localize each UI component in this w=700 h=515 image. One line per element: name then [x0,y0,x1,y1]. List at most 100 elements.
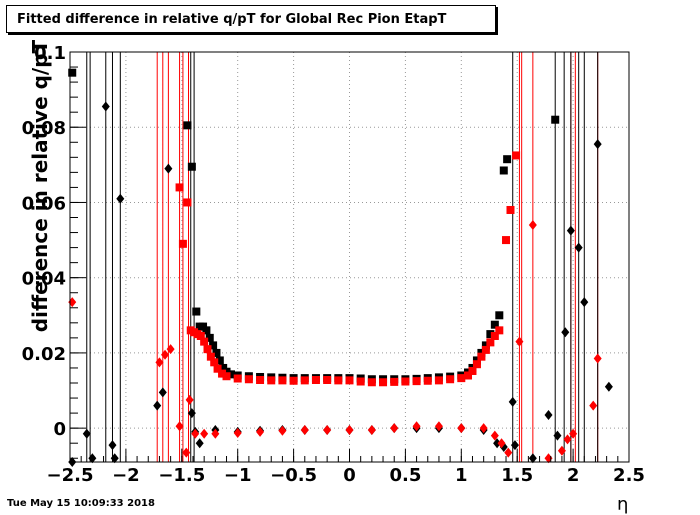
x-tick-label: 0 [343,465,356,486]
square-marker [367,378,376,387]
diamond-marker [185,394,194,405]
diamond-marker [593,139,602,150]
square-marker [503,155,512,164]
diamond-marker [566,225,575,236]
square-marker [468,366,477,375]
square-marker [490,320,499,329]
y-tick-label: 0.1 [34,43,66,64]
diamond-marker [528,220,537,231]
square-marker [423,376,432,385]
diamond-marker [278,425,287,436]
square-marker [486,330,495,339]
diamond-marker [574,242,583,253]
square-marker [499,166,508,175]
y-axis-label: difference in relative q/pT [28,39,52,333]
diamond-marker [161,349,170,360]
square-marker [311,376,320,384]
diamond-marker [68,297,77,308]
diamond-marker [390,423,399,434]
square-marker [212,348,221,357]
tick-labels: −2.5 −2 −1.5 −1 −0.5 0 0.5 1 1.5 2 2.5 0 0.02 0.04 0.0… [22,43,645,486]
x-tick-label: 0.5 [389,465,421,486]
diamond-marker [166,344,175,355]
square-marker [481,345,490,354]
x-tick-label: −0.5 [270,465,317,486]
square-marker [196,331,205,340]
x-tick-label: −1 [224,465,252,486]
diamond-marker [563,434,572,445]
y-tick-label: 0.04 [22,269,66,290]
diamond-marker [493,438,502,449]
diamond-marker [412,421,421,432]
square-marker [267,376,276,385]
diamond-marker [528,453,537,464]
diamond-marker [211,428,220,439]
square-marker [323,376,332,384]
diamond-marker [510,440,519,451]
diamond-marker [504,447,513,458]
square-marker [412,377,421,386]
diamond-marker [82,428,91,439]
diamond-marker [153,400,162,411]
diamond-marker [256,426,265,437]
diamond-marker [569,428,578,439]
square-marker [472,360,481,369]
square-marker [200,337,209,346]
chart-title: Fitted difference in relative q/pT for G… [17,12,447,27]
y-tick-label: 0.06 [22,193,66,214]
diamond-marker [164,163,173,174]
diamond-marker [479,423,488,434]
square-marker [464,371,473,380]
square-marker [434,376,443,385]
diamond-marker [544,409,553,420]
square-marker [183,198,192,207]
square-marker [213,364,222,373]
square-marker [502,236,511,245]
x-tick-label: 1.5 [501,465,533,486]
x-axis-label: η [617,494,629,515]
square-marker [183,121,192,130]
diamond-marker [345,425,354,436]
axis-ticks [69,51,630,462]
diamond-marker [497,438,506,449]
square-marker [551,115,560,124]
square-marker [215,356,224,365]
square-marker [390,377,399,386]
diamond-marker [108,440,117,451]
x-tick-label: 2.5 [613,465,645,486]
diamond-marker [158,387,167,398]
square-marker [289,376,298,385]
diamond-marker [557,445,566,456]
square-marker [379,378,388,387]
square-marker [68,68,77,77]
diamond-marker [589,400,598,411]
square-marker [203,345,212,354]
data-points [68,68,613,467]
square-marker [334,376,343,385]
x-tick-label: 1 [455,465,468,486]
diamond-marker [191,428,200,439]
timestamp: Tue May 15 10:09:33 2018 [7,498,155,509]
diamond-marker [515,336,524,347]
square-marker [506,205,515,214]
square-marker [202,326,211,335]
diamond-marker [323,425,332,436]
diamond-marker [553,430,562,441]
x-tick-label: −2.5 [47,465,94,486]
square-marker [256,376,265,384]
error-bars [86,52,599,462]
diamond-marker [182,447,191,458]
diamond-marker [300,425,309,436]
diamond-marker [101,101,110,112]
diamond-marker [233,428,242,439]
square-marker [206,352,215,361]
square-marker [226,370,235,379]
square-marker [218,369,227,378]
square-marker [187,162,196,171]
diamond-marker [116,193,125,204]
y-tick-label: 0 [53,419,66,440]
y-tick-label: 0.02 [22,344,66,365]
square-marker [481,341,490,350]
diamond-marker [187,408,196,419]
diamond-marker [175,421,184,432]
